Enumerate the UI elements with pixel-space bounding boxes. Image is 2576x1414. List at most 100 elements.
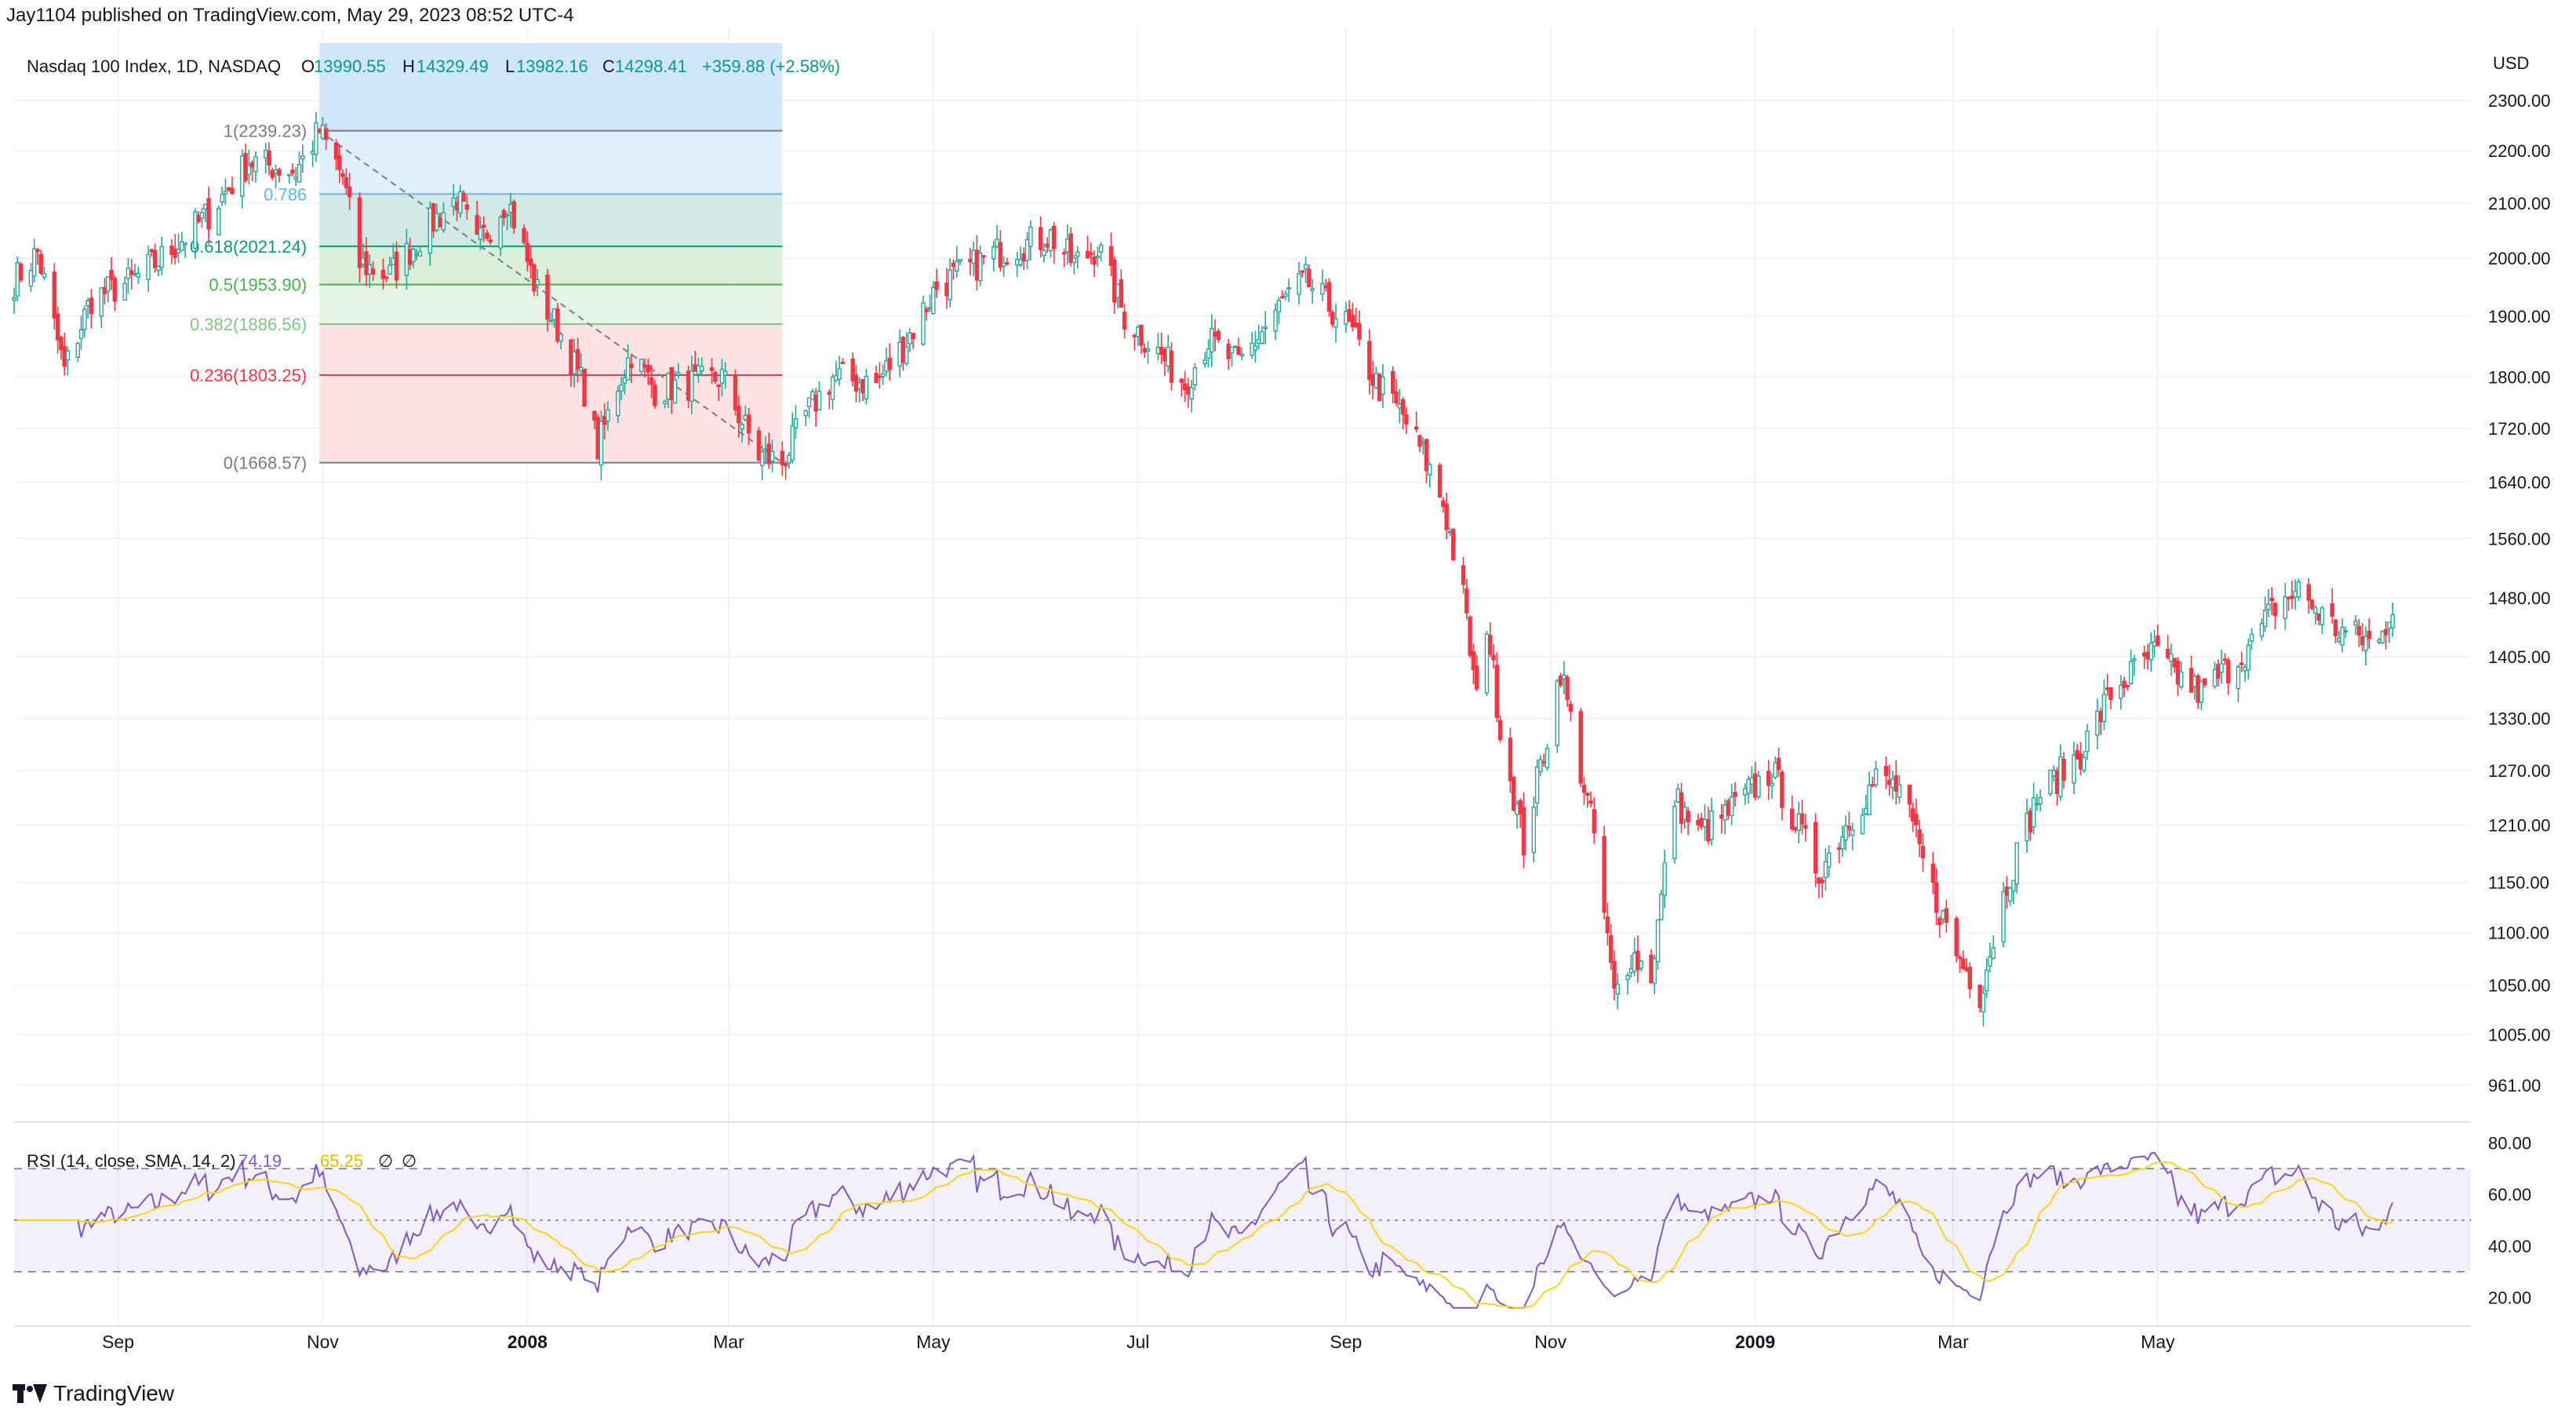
candle — [340, 169, 345, 185]
tradingview-logo[interactable]: TradingView — [13, 1381, 174, 1406]
candle — [998, 230, 1003, 272]
candle-body — [1639, 960, 1643, 969]
candle — [1377, 373, 1382, 402]
candle — [2356, 618, 2362, 647]
candle-body — [713, 371, 718, 382]
candle-body — [2141, 652, 2147, 657]
candle-body — [1119, 279, 1124, 308]
candle-body — [931, 286, 936, 315]
candle — [1468, 615, 1472, 658]
candle-body — [733, 376, 738, 410]
candle-body — [277, 169, 282, 176]
candle — [1937, 916, 1942, 938]
candle — [2035, 793, 2039, 811]
candle — [756, 426, 762, 461]
candle-body — [2031, 797, 2036, 828]
candle — [1743, 783, 1748, 806]
candle-body — [810, 391, 815, 400]
candle-body — [924, 308, 929, 312]
candle — [230, 177, 235, 195]
candle — [2028, 807, 2033, 841]
candle — [1464, 578, 1469, 620]
candle-body — [1347, 308, 1352, 322]
candle — [1444, 492, 1449, 540]
candle-body — [2007, 887, 2013, 902]
candle-body — [1675, 788, 1680, 803]
candle — [1330, 309, 1335, 328]
candle-body — [646, 364, 651, 373]
candle — [1511, 776, 1516, 812]
candle-body — [458, 191, 463, 214]
candle — [65, 346, 71, 376]
candle — [2165, 635, 2170, 661]
candle-body — [203, 203, 208, 210]
candle-body — [270, 169, 275, 178]
fib-trend-line — [318, 129, 783, 464]
candle-body — [2367, 630, 2371, 640]
candle-body — [1236, 346, 1241, 355]
candle-body — [2156, 635, 2160, 647]
candle-body — [106, 276, 111, 292]
candle-body — [176, 248, 181, 253]
candle — [1310, 279, 1315, 304]
candle-body — [1930, 863, 1936, 883]
candle-body — [763, 448, 768, 451]
candle-body — [887, 357, 892, 370]
candle-body — [1733, 792, 1737, 797]
candle-body — [2286, 596, 2291, 599]
rsi-ma-value: 65.25 — [320, 1151, 363, 1171]
candle-body — [133, 272, 137, 275]
candle-body — [475, 214, 479, 235]
candle — [1484, 630, 1490, 697]
candle-body — [629, 363, 634, 368]
candle-body — [934, 281, 939, 290]
candle-body — [666, 373, 671, 400]
candle — [2293, 579, 2298, 610]
candle-body — [1286, 287, 1291, 290]
candle — [1890, 771, 1895, 800]
candle-body — [1887, 779, 1892, 785]
candle — [1984, 958, 1989, 998]
candle-body — [451, 197, 456, 207]
candle — [106, 275, 111, 303]
candle — [1803, 814, 1808, 842]
candle-body — [756, 430, 762, 461]
candle — [528, 246, 533, 279]
candle-body — [2316, 613, 2321, 621]
candle — [803, 409, 809, 427]
candle — [2038, 789, 2043, 811]
candle-body — [830, 376, 835, 401]
candle-body — [528, 258, 533, 266]
candle — [1162, 347, 1167, 377]
candle — [880, 364, 886, 385]
rsi-tick-label: 40.00 — [2488, 1237, 2531, 1256]
candle-body — [653, 384, 657, 406]
candle-body — [1038, 227, 1043, 250]
candle-body — [347, 186, 352, 198]
candle-body — [441, 212, 446, 231]
candle-body — [1793, 827, 1798, 831]
candle — [1441, 497, 1446, 513]
candle — [2051, 765, 2056, 782]
candle-body — [1159, 346, 1164, 355]
candle — [2259, 618, 2265, 641]
candle-body — [1608, 935, 1614, 963]
candle — [1015, 251, 1020, 277]
candle-body — [1890, 778, 1895, 789]
candle-body — [1726, 800, 1731, 816]
candle — [1581, 776, 1587, 805]
candle-body — [407, 249, 413, 265]
candle-body — [676, 372, 681, 376]
low-label: L — [505, 56, 515, 76]
candle-body — [2306, 584, 2312, 601]
candle — [1381, 363, 1385, 408]
candle-body — [1883, 765, 1889, 777]
candle-body — [2081, 756, 2087, 771]
candle — [2098, 707, 2103, 735]
candle — [2004, 876, 2010, 909]
candle — [1799, 800, 1805, 835]
candle — [1662, 849, 1667, 909]
candle-body — [719, 369, 725, 384]
candle — [2380, 630, 2385, 644]
